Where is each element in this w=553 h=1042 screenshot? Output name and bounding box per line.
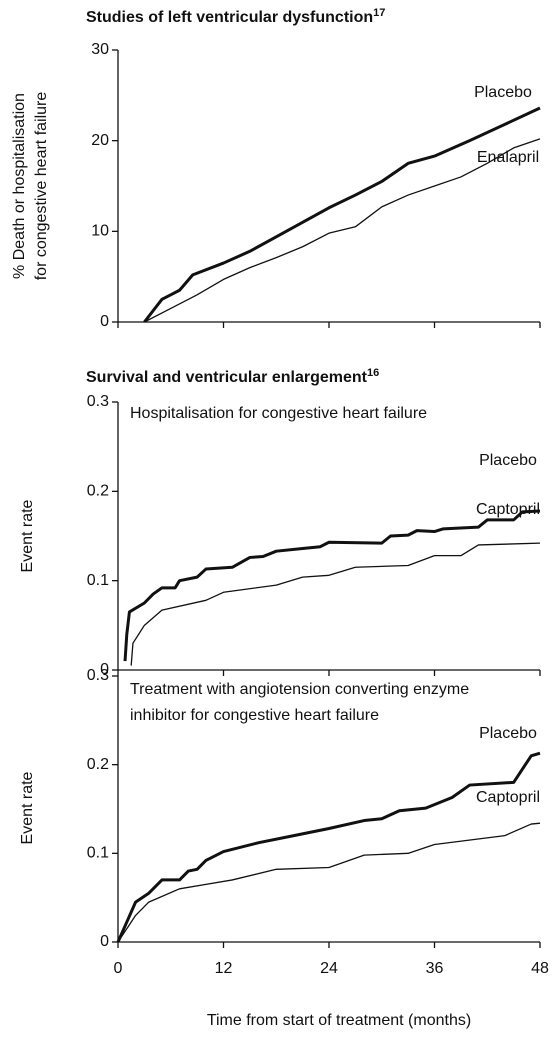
y-tick-label: 0.1: [87, 572, 109, 589]
title-superscript: 16: [367, 367, 379, 379]
x-tick-label: 0: [114, 960, 123, 977]
y-tick-label: 0: [100, 313, 109, 330]
x-tick-label: 12: [215, 960, 233, 977]
y-tick-label: 30: [91, 41, 109, 58]
series-label: Captopril: [476, 789, 540, 806]
y-tick-label: 0.3: [87, 667, 109, 684]
line: [117, 822, 541, 943]
annotation: inhibitor for congestive heart failure: [130, 707, 379, 724]
y-tick-label: 0.2: [87, 756, 109, 773]
series-label: Enalapril: [477, 149, 539, 166]
series-label: Placebo: [479, 725, 537, 742]
title-superscript: 17: [373, 7, 385, 19]
title-text: Survival and ventricular enlargement: [86, 369, 368, 386]
chart-title: Survival and ventricular enlargement16: [86, 367, 379, 386]
y-tick-label: 0.3: [87, 393, 109, 410]
x-tick-label: 24: [320, 960, 338, 977]
line: [143, 106, 541, 323]
y-tick-label: 0: [100, 661, 109, 678]
x-tick-label: 36: [426, 960, 444, 977]
annotation: Treatment with angiotension converting e…: [130, 681, 469, 698]
line: [130, 542, 541, 666]
line: [116, 751, 541, 943]
y-axis-label: Event rate: [19, 499, 36, 572]
y-tick-label: 20: [91, 132, 109, 149]
y-tick-label: 0.2: [87, 483, 109, 500]
y-tick-label: 0: [100, 933, 109, 950]
x-axis-label: Time from start of treatment (months): [207, 1012, 471, 1029]
y-tick-label: 0.1: [87, 845, 109, 862]
y-axis-label: for congestive heart failure: [33, 92, 50, 281]
annotation: Hospitalisation for congestive heart fai…: [130, 405, 427, 422]
series-label: Captopril: [476, 501, 540, 518]
line: [144, 138, 541, 323]
x-tick-label: 48: [531, 960, 549, 977]
y-axis-label: Event rate: [19, 771, 36, 844]
y-tick-label: 10: [91, 223, 109, 240]
line: [123, 509, 541, 662]
chart-title: Studies of left ventricular dysfunction1…: [86, 7, 385, 26]
y-axis-label: % Death or hospitalisation: [11, 93, 28, 279]
series-label: Placebo: [479, 452, 537, 469]
series-label: Placebo: [474, 84, 532, 101]
title-text: Studies of left ventricular dysfunction: [86, 9, 373, 26]
